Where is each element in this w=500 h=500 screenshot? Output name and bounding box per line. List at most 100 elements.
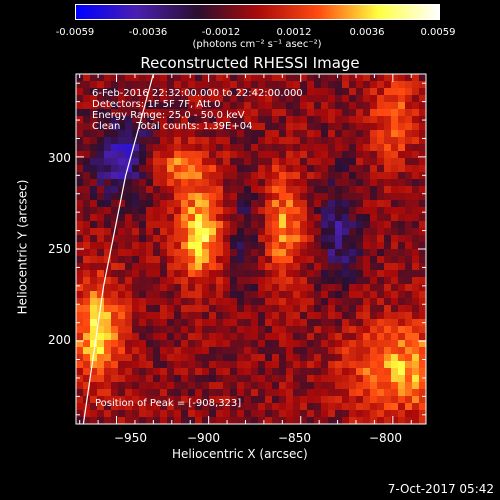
heatmap-cell: [279, 242, 287, 250]
heatmap-cell: [139, 172, 147, 180]
timestamp-footer: 7-Oct-2017 05:42: [387, 482, 494, 496]
heatmap-cell: [209, 88, 217, 96]
heatmap-cell: [167, 375, 175, 383]
heatmap-cell: [76, 368, 84, 376]
heatmap-cell: [279, 221, 287, 229]
heatmap-cell: [335, 158, 343, 166]
heatmap-cell: [272, 137, 280, 145]
heatmap-cell: [174, 179, 182, 187]
heatmap-cell: [398, 263, 406, 271]
heatmap-cell: [195, 221, 203, 229]
heatmap-cell: [125, 256, 133, 264]
heatmap-cell: [174, 312, 182, 320]
heatmap-cell: [412, 74, 420, 82]
heatmap-cell: [90, 228, 98, 236]
heatmap-cell: [272, 88, 280, 96]
heatmap-cell: [244, 312, 252, 320]
heatmap-cell: [377, 74, 385, 82]
heatmap-cell: [272, 263, 280, 271]
heatmap-cell: [216, 235, 224, 243]
heatmap-cell: [265, 207, 273, 215]
heatmap-cell: [335, 354, 343, 362]
heatmap-cell: [132, 81, 140, 89]
heatmap-cell: [377, 242, 385, 250]
heatmap-cell: [342, 172, 350, 180]
heatmap-cell: [181, 326, 189, 334]
annotation-time: 6-Feb-2016 22:32:00.000 to 22:42:00.000: [92, 88, 303, 99]
heatmap-cell: [167, 235, 175, 243]
heatmap-cell: [321, 88, 329, 96]
heatmap-cell: [363, 221, 371, 229]
heatmap-cell: [321, 116, 329, 124]
heatmap-cell: [405, 340, 413, 348]
heatmap-cell: [405, 249, 413, 257]
heatmap-cell: [118, 389, 126, 397]
heatmap-cell: [321, 102, 329, 110]
heatmap-cell: [335, 228, 343, 236]
heatmap-cell: [356, 312, 364, 320]
heatmap-cell: [216, 74, 224, 82]
heatmap-cell: [363, 109, 371, 117]
heatmap-cell: [335, 109, 343, 117]
heatmap-cell: [216, 130, 224, 138]
heatmap-cell: [356, 410, 364, 418]
heatmap-cell: [223, 88, 231, 96]
heatmap-cell: [139, 382, 147, 390]
heatmap-cell: [139, 333, 147, 341]
heatmap-cell: [279, 291, 287, 299]
x-axis-label: Heliocentric X (arcsec): [172, 447, 308, 461]
heatmap-cell: [419, 389, 427, 397]
heatmap-cell: [153, 235, 161, 243]
heatmap-cell: [125, 172, 133, 180]
heatmap-cell: [174, 270, 182, 278]
heatmap-cell: [405, 116, 413, 124]
heatmap-cell: [363, 354, 371, 362]
heatmap-cell: [335, 340, 343, 348]
heatmap-cell: [223, 305, 231, 313]
heatmap-cell: [181, 144, 189, 152]
heatmap-cell: [370, 102, 378, 110]
heatmap-cell: [363, 368, 371, 376]
heatmap-cell: [272, 354, 280, 362]
heatmap-cell: [223, 186, 231, 194]
heatmap-cell: [153, 137, 161, 145]
heatmap-cell: [237, 389, 245, 397]
heatmap-cell: [335, 277, 343, 285]
heatmap-cell: [90, 179, 98, 187]
heatmap-cell: [356, 158, 364, 166]
heatmap-cell: [181, 102, 189, 110]
heatmap-cell: [356, 277, 364, 285]
heatmap-cell: [258, 207, 266, 215]
heatmap-cell: [251, 277, 259, 285]
heatmap-cell: [377, 347, 385, 355]
heatmap-cell: [111, 214, 119, 222]
heatmap-cell: [160, 333, 168, 341]
heatmap-cell: [384, 165, 392, 173]
heatmap-cell: [223, 319, 231, 327]
heatmap-cell: [265, 333, 273, 341]
heatmap-cell: [97, 228, 105, 236]
heatmap-cell: [251, 389, 259, 397]
heatmap-cell: [209, 263, 217, 271]
heatmap-cell: [370, 319, 378, 327]
heatmap-cell: [405, 326, 413, 334]
heatmap-cell: [314, 193, 322, 201]
heatmap-cell: [146, 116, 154, 124]
colorbar-tick: -0.0012: [201, 27, 241, 38]
heatmap-cell: [181, 305, 189, 313]
heatmap-cell: [244, 130, 252, 138]
heatmap-cell: [272, 221, 280, 229]
heatmap-cell: [76, 207, 84, 215]
heatmap-cell: [398, 256, 406, 264]
heatmap-cell: [104, 249, 112, 257]
heatmap-cell: [342, 186, 350, 194]
heatmap-cell: [160, 151, 168, 159]
heatmap-cell: [244, 277, 252, 285]
heatmap-cell: [342, 291, 350, 299]
heatmap-cell: [174, 242, 182, 250]
heatmap-cell: [202, 291, 210, 299]
heatmap-cell: [174, 221, 182, 229]
heatmap-cell: [391, 319, 399, 327]
heatmap-cell: [188, 172, 196, 180]
heatmap-cell: [188, 200, 196, 208]
